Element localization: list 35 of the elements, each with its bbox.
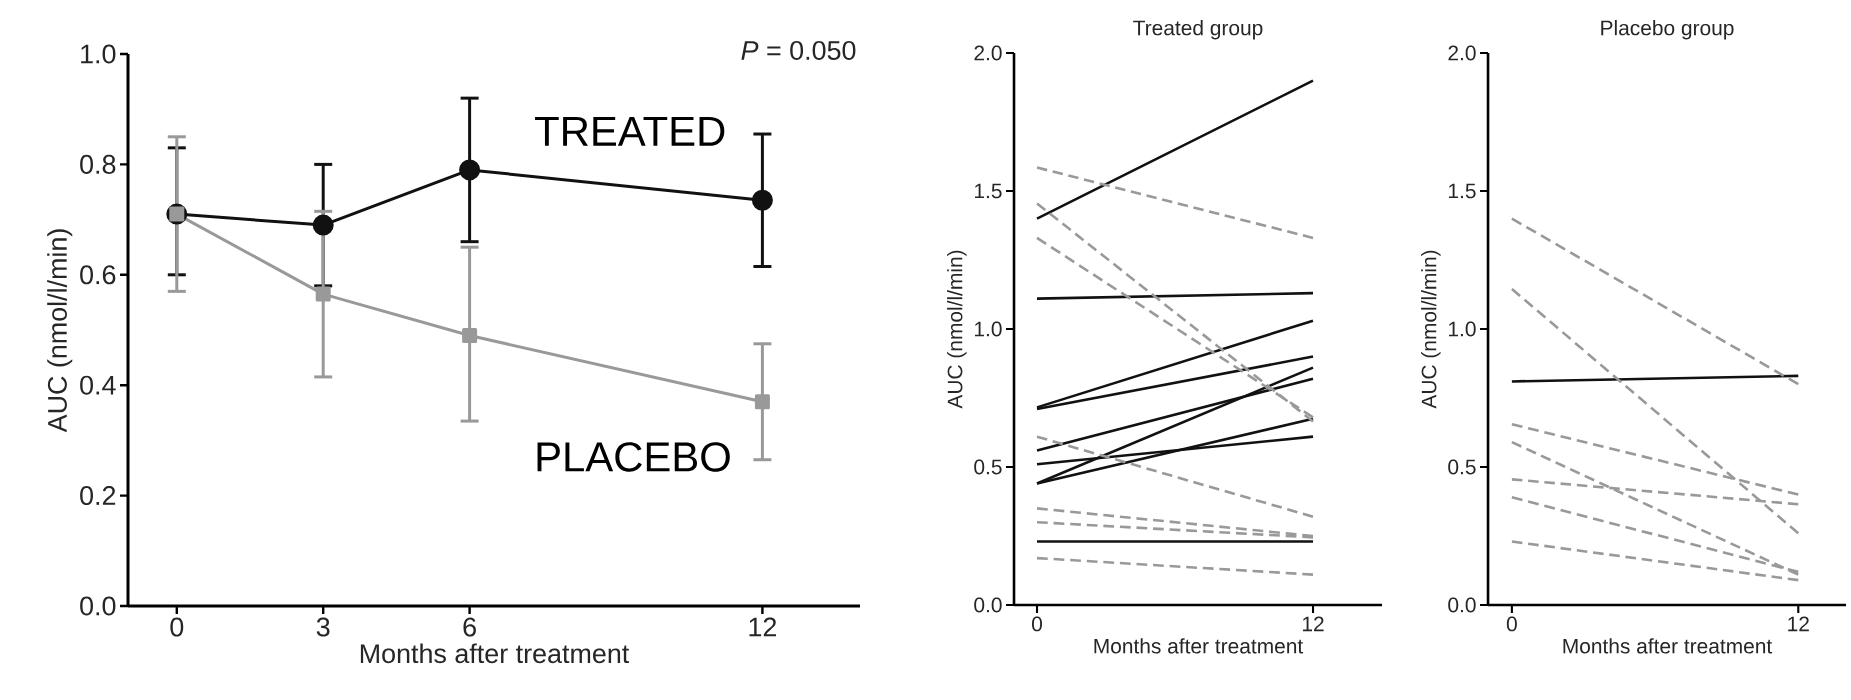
x-tick-label: 12 — [1302, 616, 1324, 632]
y-tick-label: 1.0 — [975, 321, 1002, 337]
y-tick-label: 1.5 — [1449, 183, 1476, 199]
y-tick-label: 1.0 — [1449, 321, 1476, 337]
y-axis-title: AUC (nmol/l/min) — [1421, 250, 1441, 409]
y-tick-label: 0.6 — [80, 265, 116, 285]
x-axis-title: Months after treatment — [360, 643, 630, 664]
y-tick-label: 2.0 — [1448, 45, 1476, 61]
annotation: P = 0.050 — [741, 40, 856, 60]
chart-title: Placebo group — [1601, 20, 1734, 40]
x-tick-label: 3 — [316, 617, 330, 637]
y-tick-label: 2.0 — [974, 45, 1002, 61]
y-tick-label: 0.5 — [974, 459, 1002, 475]
x-tick-label: 6 — [463, 617, 476, 637]
y-tick-label: 0.8 — [80, 154, 116, 174]
x-tick-label: 0 — [170, 617, 184, 637]
y-tick-label: 0.0 — [80, 596, 116, 616]
y-tick-label: 0.2 — [80, 486, 116, 506]
y-tick-label: 0.0 — [1448, 597, 1476, 613]
x-tick-label: 0 — [1032, 616, 1043, 632]
y-tick-label: 0.5 — [1448, 459, 1476, 475]
y-tick-label: 0.0 — [974, 597, 1002, 613]
x-axis-title: Months after treatment — [1094, 638, 1304, 654]
x-tick-label: 12 — [749, 617, 777, 637]
x-tick-label: 0 — [1506, 616, 1517, 632]
y-axis-title: AUC (nmol/l/min) — [47, 229, 73, 433]
y-axis-title: AUC (nmol/l/min) — [947, 250, 967, 409]
y-tick-label: 1.0 — [81, 44, 116, 64]
series-label: PLACEBO — [537, 442, 730, 472]
y-tick-label: 1.5 — [975, 183, 1002, 199]
x-axis-title: Months after treatment — [1563, 638, 1773, 654]
x-tick-label: 12 — [1788, 616, 1809, 632]
chart-title: Treated group — [1133, 20, 1263, 40]
series-label: TREATED — [535, 116, 725, 146]
y-tick-label: 0.4 — [80, 375, 116, 395]
